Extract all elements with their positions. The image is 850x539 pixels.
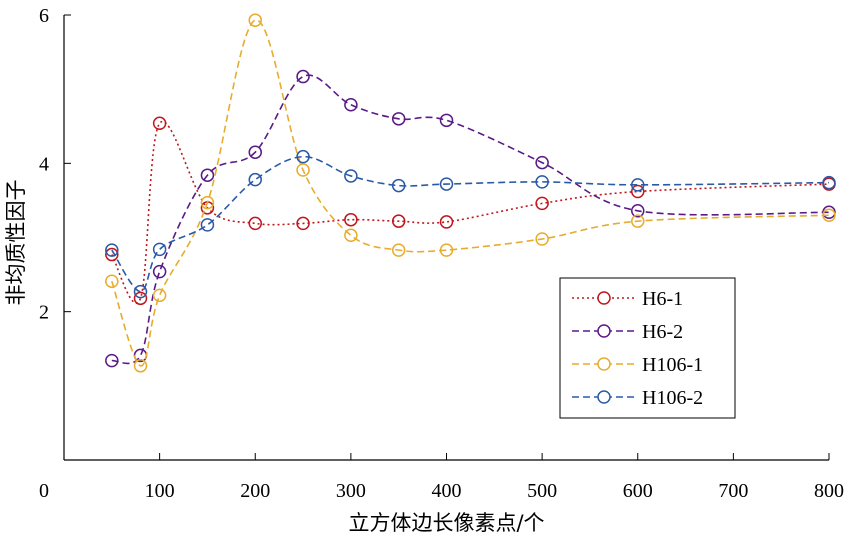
data-point xyxy=(296,149,310,164)
data-point xyxy=(133,284,148,299)
data-point xyxy=(296,216,310,231)
data-point xyxy=(822,175,836,190)
data-point xyxy=(105,274,119,289)
data-point xyxy=(535,175,549,189)
series-line xyxy=(111,155,830,293)
data-point xyxy=(344,228,358,243)
data-point xyxy=(391,243,406,257)
data-point xyxy=(105,247,119,262)
legend-label: H6-1 xyxy=(642,288,683,310)
series-H6-1 xyxy=(105,116,836,306)
data-point xyxy=(439,243,454,257)
data-point xyxy=(248,13,262,27)
legend-swatch-marker xyxy=(597,390,611,404)
x-tick-label: 200 xyxy=(240,480,270,502)
legend-swatch-marker xyxy=(597,291,611,305)
data-point xyxy=(439,215,454,229)
legend-item: H106-1 xyxy=(572,354,703,376)
series-line xyxy=(111,120,830,304)
data-point xyxy=(344,169,358,183)
data-point xyxy=(296,163,310,177)
data-point xyxy=(248,216,262,231)
x-tick-label: 100 xyxy=(145,480,175,502)
data-point xyxy=(248,172,262,187)
x-tick-label: 800 xyxy=(814,480,844,502)
legend-item: H6-1 xyxy=(572,288,683,310)
data-point xyxy=(344,97,358,112)
legend-label: H6-2 xyxy=(642,321,683,343)
data-point xyxy=(535,232,549,246)
data-point xyxy=(535,155,549,170)
x-tick-label: 600 xyxy=(623,480,653,502)
data-point xyxy=(631,204,645,218)
data-point xyxy=(200,168,215,182)
data-point xyxy=(344,212,358,227)
data-point xyxy=(631,178,645,192)
data-point xyxy=(631,184,645,199)
y-tick-label: 6 xyxy=(39,5,49,27)
y-tick-label: 4 xyxy=(39,153,49,175)
series-line xyxy=(111,74,830,365)
data-point xyxy=(439,113,454,128)
y-axis-label: 非均质性因子 xyxy=(4,180,28,306)
x-axis-ticks: 0 100 200 300 400 500 600 700 800 xyxy=(39,453,844,502)
legend-swatch-marker xyxy=(597,357,611,371)
data-point xyxy=(133,291,148,306)
series-line xyxy=(111,19,830,367)
data-point xyxy=(391,112,406,126)
data-point xyxy=(248,145,262,159)
legend-label: H106-1 xyxy=(642,354,703,376)
y-axis-ticks: 2 4 6 xyxy=(39,5,71,324)
data-point xyxy=(296,69,310,84)
data-point xyxy=(133,359,148,373)
x-tick-label: 700 xyxy=(718,480,748,502)
data-point xyxy=(152,288,167,303)
legend-swatch-marker xyxy=(597,324,611,338)
x-tick-label: 0 xyxy=(39,480,49,502)
x-tick-label: 300 xyxy=(336,480,366,502)
data-point xyxy=(439,177,454,191)
x-tick-label: 400 xyxy=(432,480,462,502)
data-point xyxy=(535,196,549,211)
legend-label: H106-2 xyxy=(642,387,703,409)
data-point xyxy=(822,208,836,222)
data-point xyxy=(105,243,119,257)
data-point xyxy=(152,116,167,131)
x-tick-label: 500 xyxy=(527,480,557,502)
data-point xyxy=(391,178,406,193)
data-point xyxy=(200,195,215,210)
data-point xyxy=(105,353,119,368)
series-H106-1 xyxy=(105,13,836,373)
data-point xyxy=(200,218,215,232)
legend-box xyxy=(559,277,736,419)
series-H6-2 xyxy=(105,69,836,368)
series-layer xyxy=(105,13,836,373)
legend-item: H106-2 xyxy=(572,387,703,409)
legend-item: H6-2 xyxy=(572,321,683,343)
data-point xyxy=(391,214,406,228)
data-point xyxy=(631,214,645,228)
x-axis-label: 立方体边长像素点/个 xyxy=(348,511,544,535)
series-H106-2 xyxy=(105,149,836,299)
y-tick-label: 2 xyxy=(39,302,49,324)
data-point xyxy=(152,264,167,279)
legend: H6-1 H6-2 H106-1 H106-2 xyxy=(559,277,736,419)
data-point xyxy=(152,242,167,257)
